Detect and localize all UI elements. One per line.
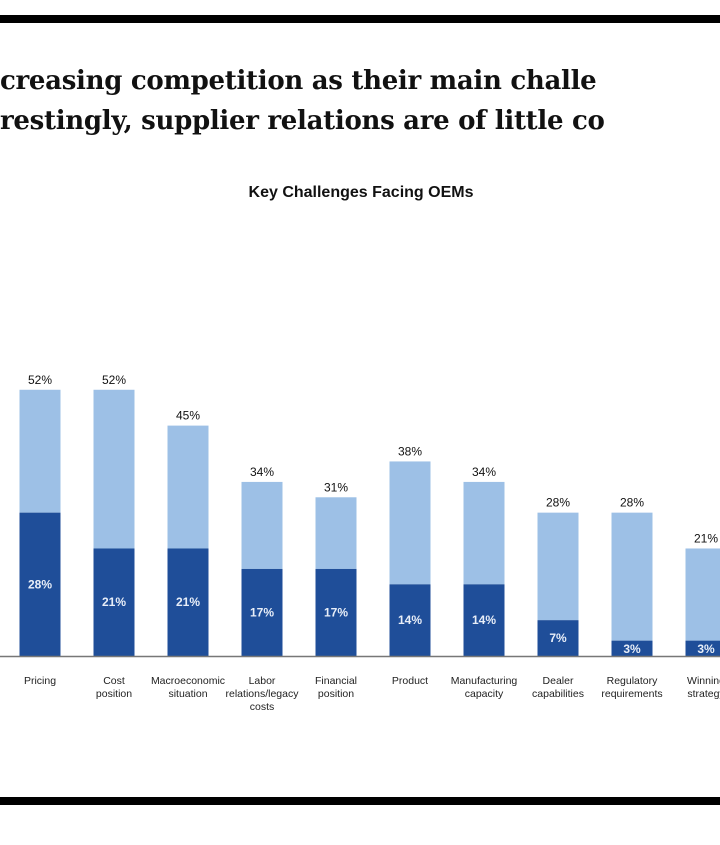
x-tick-label: Cost xyxy=(103,675,125,687)
bar-segment-light xyxy=(167,425,209,549)
bar-segment-light xyxy=(389,461,431,585)
x-tick-label: position xyxy=(96,688,132,700)
bar-segment-dark xyxy=(537,620,579,656)
bar-segment-light xyxy=(463,481,505,585)
inner-data-label: 3% xyxy=(623,642,641,656)
total-data-label: 28% xyxy=(546,496,570,510)
x-tick-label: capabilities xyxy=(532,688,584,700)
x-tick-label: relations/legacy xyxy=(226,688,300,700)
bar-segment-light xyxy=(611,512,653,641)
x-tick-label: situation xyxy=(168,688,207,700)
inner-data-label: 21% xyxy=(176,595,200,609)
x-tick-label: position xyxy=(318,688,354,700)
bar-segment-dark xyxy=(389,584,431,656)
bar-segment-light xyxy=(93,389,135,549)
heading-line-1: creasing competition as their main chall… xyxy=(0,66,597,96)
bar-segment-light xyxy=(537,512,579,621)
x-tick-label: Pricing xyxy=(24,675,56,687)
x-tick-label: Labor xyxy=(249,675,276,687)
total-data-label: 31% xyxy=(324,480,348,494)
bar-segment-dark xyxy=(241,568,283,656)
total-data-label: 34% xyxy=(472,465,496,479)
x-tick-label: Macroeconomic xyxy=(151,675,225,687)
total-data-label: 28% xyxy=(620,496,644,510)
total-data-label: 45% xyxy=(176,409,200,423)
bar-segment-dark xyxy=(611,640,653,656)
inner-data-label: 7% xyxy=(549,631,567,645)
bar-segment-dark xyxy=(19,512,61,656)
bar-segment-dark xyxy=(685,640,720,656)
bar-segment-light xyxy=(19,389,61,513)
bar-segment-dark xyxy=(463,584,505,656)
inner-data-label: 14% xyxy=(472,613,496,627)
total-data-label: 52% xyxy=(28,373,52,387)
bar-segment-dark xyxy=(93,548,135,656)
top-border-rule xyxy=(0,15,720,23)
bottom-border-rule xyxy=(0,797,720,805)
bar-segment-dark xyxy=(315,568,357,656)
x-tick-label: costs xyxy=(250,701,275,713)
heading-line-2: restingly, supplier relations are of lit… xyxy=(0,106,605,136)
x-tick-label: Manufacturing xyxy=(451,675,518,687)
bar-segment-light xyxy=(241,481,283,569)
total-data-label: 21% xyxy=(694,531,718,545)
x-tick-label: Dealer xyxy=(543,675,574,687)
inner-data-label: 28% xyxy=(28,577,52,591)
total-data-label: 38% xyxy=(398,444,422,458)
total-data-label: 34% xyxy=(250,465,274,479)
total-data-label: 52% xyxy=(102,373,126,387)
x-tick-label: requirements xyxy=(601,688,662,700)
chart-title: Key Challenges Facing OEMs xyxy=(249,184,474,201)
x-tick-label: Financial xyxy=(315,675,357,687)
x-tick-label: capacity xyxy=(465,688,504,700)
x-tick-label: Winning xyxy=(687,675,720,687)
x-tick-label: Regulatory xyxy=(607,675,659,687)
bar-segment-light xyxy=(685,548,720,641)
inner-data-label: 14% xyxy=(398,613,422,627)
x-tick-label: strategy xyxy=(687,688,720,700)
inner-data-label: 3% xyxy=(697,642,715,656)
inner-data-label: 17% xyxy=(324,605,348,619)
x-tick-label: Product xyxy=(392,675,428,687)
bar-segment-dark xyxy=(167,548,209,656)
bar-segment-light xyxy=(315,497,357,569)
inner-data-label: 17% xyxy=(250,605,274,619)
inner-data-label: 21% xyxy=(102,595,126,609)
